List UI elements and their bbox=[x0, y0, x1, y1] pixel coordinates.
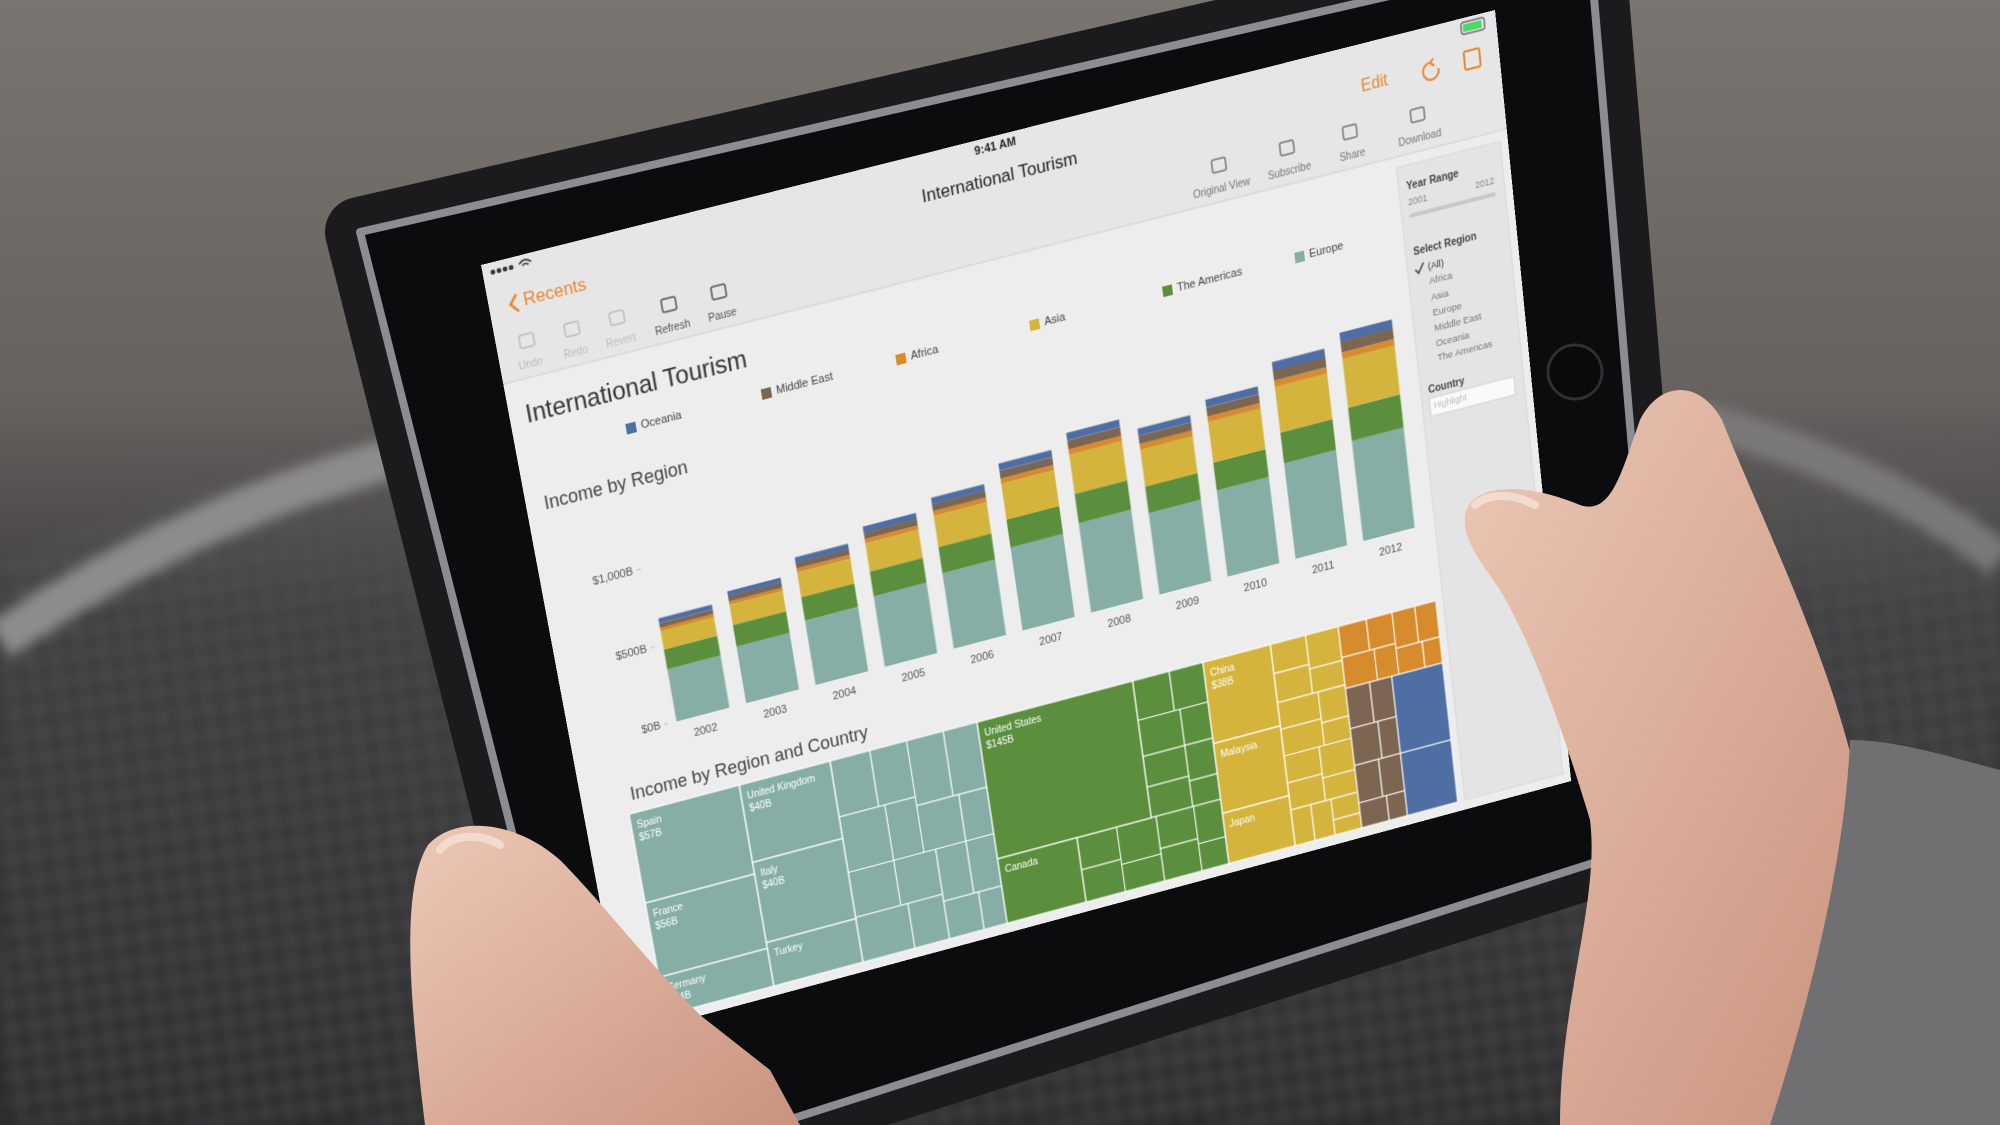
bar-segment bbox=[805, 606, 869, 685]
toolbar-button[interactable]: Undo bbox=[518, 355, 544, 373]
treemap-small-tile bbox=[1386, 791, 1407, 821]
home-button bbox=[1546, 343, 1604, 401]
bar-segment bbox=[873, 582, 938, 667]
bar-segment bbox=[1216, 477, 1280, 577]
toolbar-button[interactable]: Redo bbox=[563, 343, 589, 361]
treemap-tile bbox=[739, 761, 842, 862]
x-tick-label: 2006 bbox=[970, 647, 995, 666]
treemap-small-tile bbox=[1392, 663, 1451, 753]
bar-segment bbox=[1148, 499, 1212, 595]
bar-segment bbox=[933, 502, 992, 548]
treemap-small-tile bbox=[1392, 606, 1419, 648]
x-tick-label: 2010 bbox=[1243, 576, 1268, 595]
x-tick-label: 2005 bbox=[901, 665, 927, 684]
treemap-small-tile bbox=[1401, 740, 1458, 816]
signal-dot bbox=[491, 269, 496, 275]
top-bars bbox=[481, 10, 1507, 385]
x-tick-label: 2008 bbox=[1107, 611, 1132, 630]
legend-label: Asia bbox=[1043, 309, 1066, 328]
x-tick-label: 2012 bbox=[1379, 540, 1404, 559]
x-tick-label: 2009 bbox=[1175, 593, 1200, 612]
y-tick-label: $0B bbox=[640, 719, 661, 737]
bar-segment bbox=[942, 559, 1007, 649]
treemap-tile bbox=[977, 681, 1151, 859]
x-tick-label: 2003 bbox=[762, 702, 788, 721]
treemap-small-tile bbox=[908, 894, 950, 948]
treemap-small-tile bbox=[1415, 601, 1440, 643]
region-option[interactable]: (All) bbox=[1427, 258, 1444, 273]
bar-segment bbox=[1001, 470, 1060, 520]
x-tick-label: 2004 bbox=[832, 684, 858, 703]
bar-segment bbox=[667, 655, 730, 722]
treemap-tile bbox=[753, 839, 856, 943]
treemap-small-tile bbox=[1422, 637, 1442, 668]
treemap-small-tile bbox=[1194, 799, 1226, 844]
treemap-small-tile bbox=[1350, 721, 1382, 765]
range-min: 2001 bbox=[1408, 193, 1428, 208]
treemap-small-tile bbox=[1374, 643, 1399, 680]
x-tick-label: 2011 bbox=[1311, 558, 1335, 577]
bar-segment bbox=[736, 632, 799, 704]
x-tick-label: 2007 bbox=[1038, 629, 1063, 648]
range-max: 2012 bbox=[1475, 176, 1495, 191]
x-tick-label: 2002 bbox=[693, 720, 719, 739]
treemap-small-tile bbox=[1355, 759, 1383, 803]
region-option[interactable]: Asia bbox=[1431, 288, 1450, 303]
